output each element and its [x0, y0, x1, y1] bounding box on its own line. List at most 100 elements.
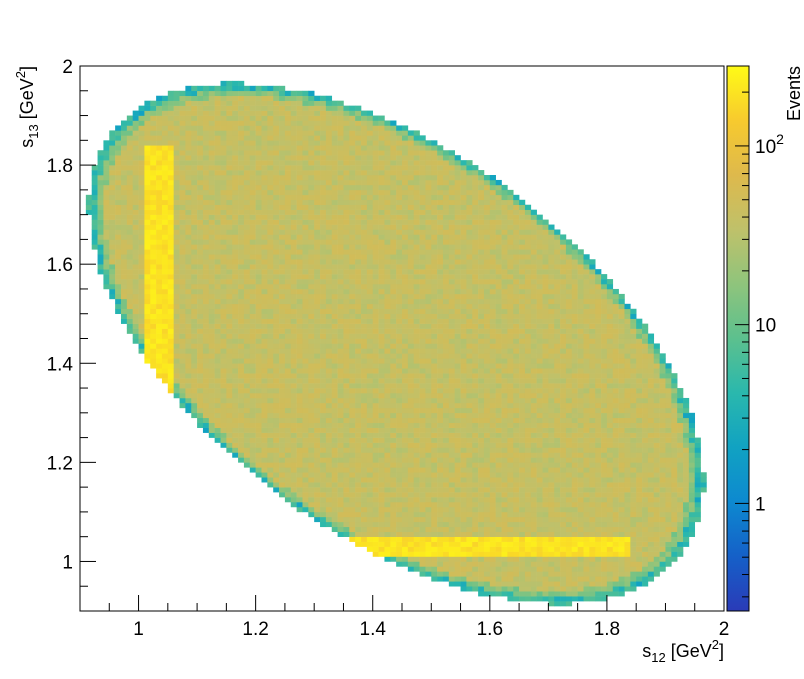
heatmap-bin: [419, 551, 426, 557]
heatmap-bin: [478, 422, 485, 428]
heatmap-bin: [472, 566, 479, 572]
heatmap-bin: [290, 383, 297, 389]
heatmap-bin: [138, 219, 145, 225]
heatmap-bin: [314, 492, 321, 498]
heatmap-bin: [419, 427, 426, 433]
heatmap-bin: [115, 288, 122, 295]
heatmap-bin: [448, 427, 455, 433]
heatmap-bin: [425, 397, 432, 404]
heatmap-bin: [320, 140, 327, 146]
heatmap-bin: [466, 293, 473, 300]
heatmap-bin: [144, 274, 151, 280]
heatmap-bin: [413, 323, 420, 329]
heatmap-bin: [407, 521, 414, 528]
heatmap-bin: [349, 442, 356, 448]
heatmap-bin: [314, 279, 321, 285]
heatmap-bin: [284, 402, 292, 409]
heatmap-bin: [267, 383, 274, 389]
heatmap-bin: [156, 274, 163, 280]
heatmap-bin: [238, 422, 245, 428]
heatmap-bin: [378, 199, 385, 206]
heatmap-bin: [343, 229, 350, 235]
heatmap-bin: [337, 477, 344, 483]
heatmap-bin: [396, 184, 403, 191]
heatmap-bin: [419, 407, 426, 414]
heatmap-bin: [238, 397, 245, 404]
heatmap-bin: [466, 214, 473, 220]
heatmap-bin: [460, 209, 467, 215]
heatmap-bin: [431, 155, 438, 161]
heatmap-bin: [290, 358, 297, 364]
heatmap-bin: [132, 150, 139, 156]
heatmap-bin: [419, 516, 426, 523]
heatmap-bin: [355, 244, 362, 250]
heatmap-bin: [314, 269, 321, 275]
heatmap-bin: [308, 264, 315, 270]
heatmap-bin: [396, 472, 403, 478]
heatmap-bin: [361, 244, 368, 250]
heatmap-bin: [478, 214, 485, 220]
heatmap-bin: [279, 298, 286, 305]
heatmap-bin: [466, 298, 473, 305]
heatmap-bin: [132, 120, 139, 126]
heatmap-bin: [308, 288, 315, 295]
heatmap-bin: [378, 274, 385, 280]
heatmap-bin: [261, 214, 268, 220]
heatmap-bin: [425, 383, 432, 389]
heatmap-bin: [325, 417, 333, 424]
heatmap-bin: [478, 511, 485, 518]
heatmap-bin: [314, 422, 321, 428]
heatmap-bin: [138, 199, 145, 206]
heatmap-bin: [325, 348, 333, 354]
heatmap-bin: [243, 175, 251, 181]
heatmap-bin: [238, 308, 245, 315]
heatmap-bin: [343, 130, 350, 136]
heatmap-bin: [220, 239, 227, 245]
heatmap-bin: [419, 264, 426, 270]
heatmap-bin: [296, 115, 303, 121]
heatmap-bin: [173, 333, 180, 339]
heatmap-bin: [255, 179, 262, 186]
heatmap-bin: [132, 170, 139, 176]
heatmap-bin: [296, 412, 303, 419]
heatmap-bin: [138, 145, 145, 151]
heatmap-bin: [466, 526, 473, 533]
heatmap-bin: [361, 264, 368, 270]
heatmap-bin: [126, 298, 133, 305]
heatmap-bin: [296, 199, 303, 206]
heatmap-bin: [325, 259, 333, 265]
heatmap-bin: [419, 338, 426, 344]
heatmap-bin: [267, 333, 274, 339]
heatmap-bin: [372, 502, 379, 508]
heatmap-bin: [314, 323, 321, 329]
heatmap-bin: [290, 244, 297, 250]
heatmap-bin: [173, 363, 180, 369]
heatmap-bin: [220, 229, 227, 235]
heatmap-bin: [337, 288, 344, 295]
heatmap-bin: [472, 254, 479, 260]
heatmap-bin: [97, 264, 104, 270]
heatmap-bin: [466, 432, 473, 438]
heatmap-bin: [384, 492, 391, 498]
heatmap-bin: [378, 506, 385, 513]
heatmap-bin: [202, 373, 210, 379]
heatmap-bin: [390, 502, 397, 508]
heatmap-bin: [413, 412, 420, 419]
heatmap-bin: [431, 224, 438, 230]
heatmap-bin: [396, 412, 403, 419]
heatmap-bin: [314, 487, 321, 493]
heatmap-bin: [279, 363, 286, 369]
heatmap-bin: [120, 120, 128, 126]
heatmap-bin: [138, 165, 145, 171]
heatmap-bin: [243, 343, 251, 349]
heatmap-bin: [261, 179, 268, 186]
heatmap-bin: [185, 378, 192, 384]
heatmap-bin: [425, 506, 432, 513]
heatmap-bin: [343, 487, 350, 493]
heatmap-bin: [478, 477, 485, 483]
heatmap-bin: [390, 427, 397, 433]
heatmap-bin: [97, 224, 104, 230]
heatmap-bin: [144, 130, 151, 136]
heatmap-bin: [220, 135, 227, 141]
heatmap-bin: [290, 333, 297, 339]
